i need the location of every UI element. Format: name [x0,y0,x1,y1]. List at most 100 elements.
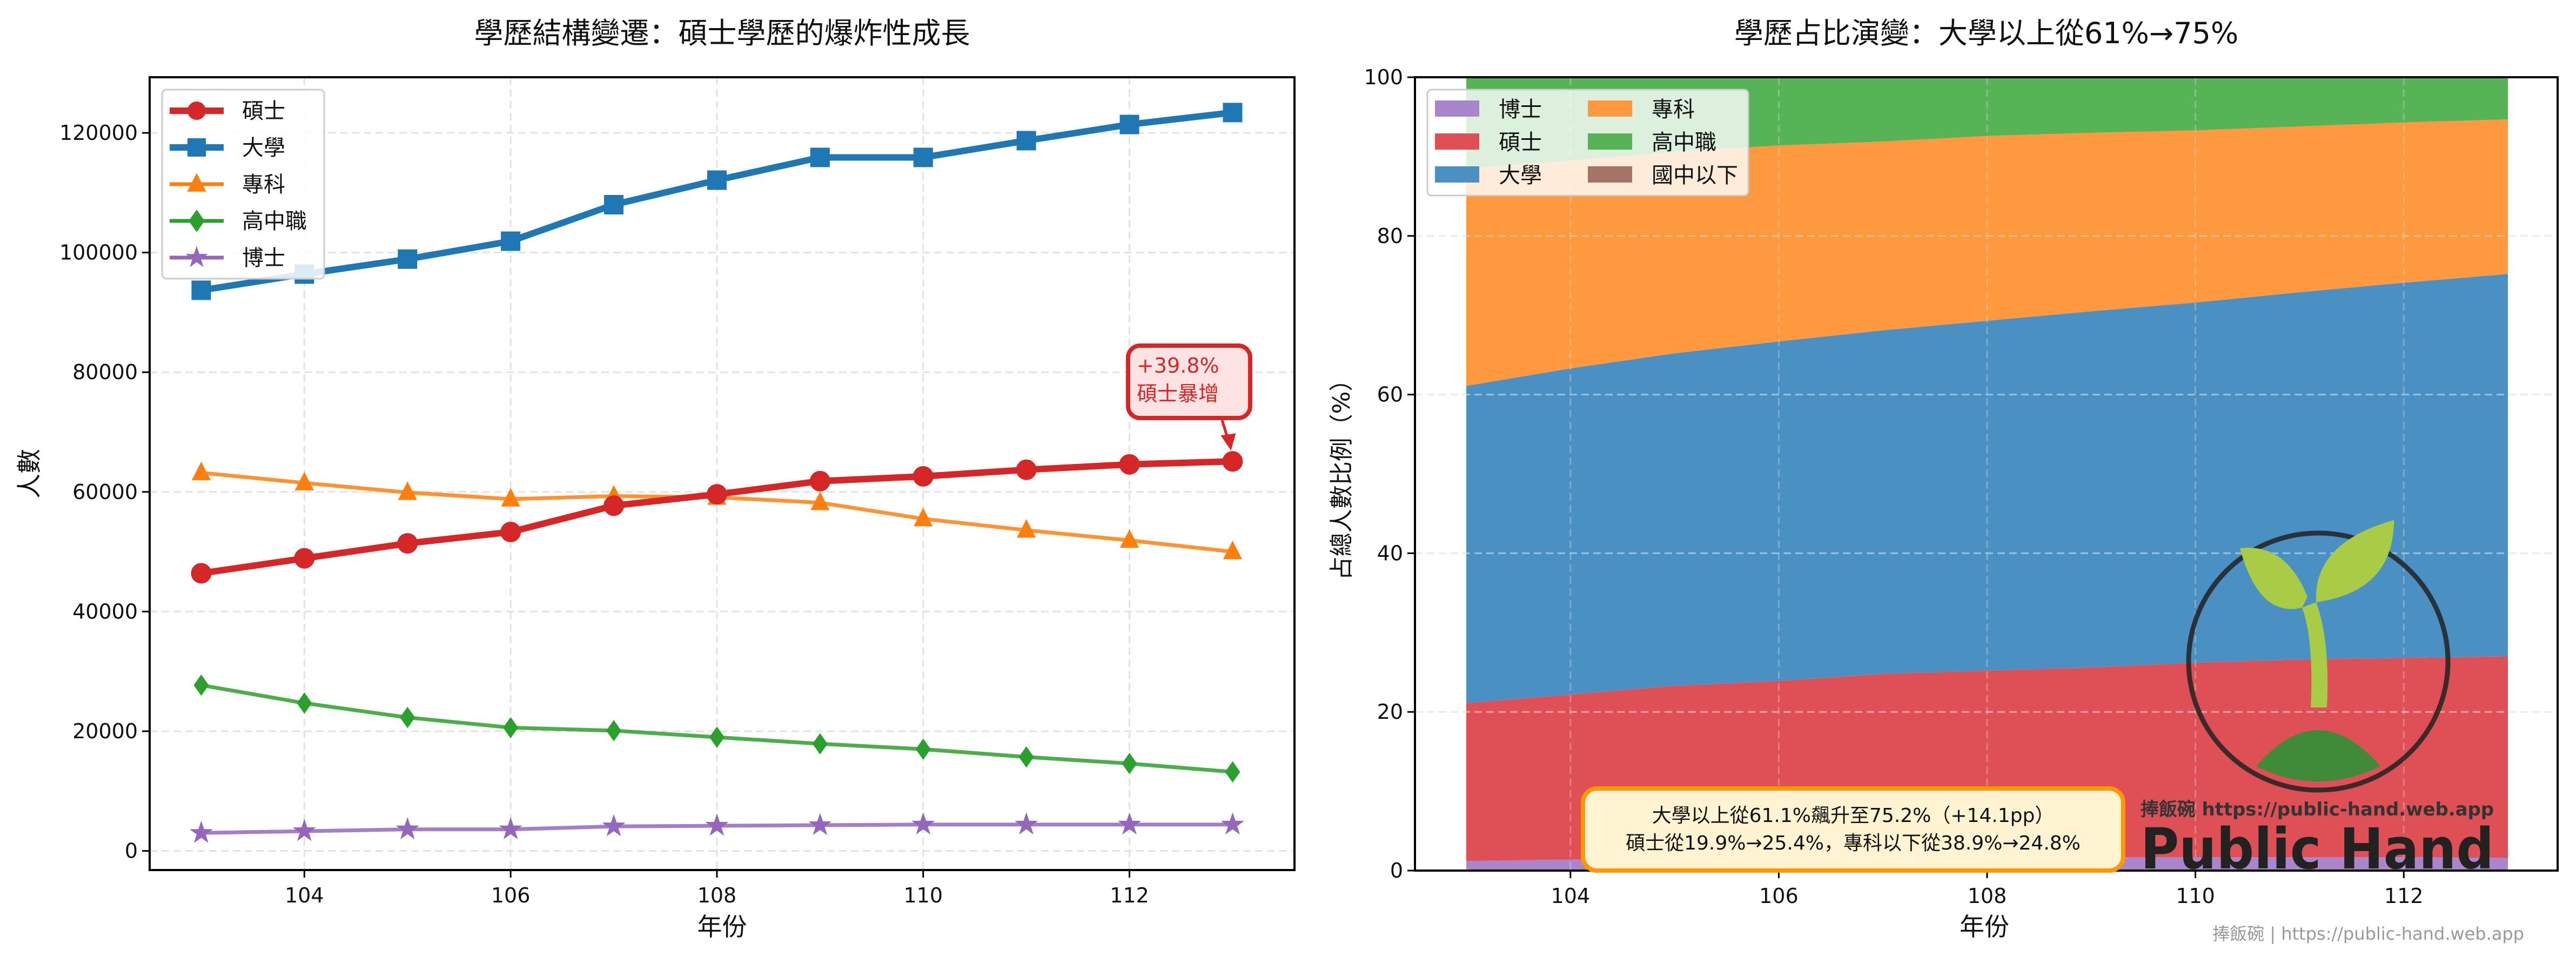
data-point-highschool [193,674,209,696]
data-point-highschool [1018,746,1034,768]
legend-item-highschool: 高中職 [170,209,307,234]
legend-item-associate: 專科 [1588,97,1695,122]
annotation-text-line2: 碩士暴增 [1137,382,1219,406]
series-highschool [193,674,1240,783]
data-point-bachelor [501,231,521,251]
legend-marker-master [187,102,206,120]
summary-line2: 碩士從19.9%→25.4%，專科以下從38.9%→24.8% [1626,832,2081,854]
legend-swatch-highschool [1588,133,1632,150]
x-tick-label: 110 [2176,884,2215,908]
series-phd [189,812,1245,843]
y-tick-label: 40 [1377,541,1403,565]
data-point-associate [914,508,933,527]
data-point-bachelor [398,249,418,269]
annotation-text-line1: +39.8% [1137,354,1219,378]
x-tick-label: 106 [1759,884,1799,908]
legend-marker-phd [185,246,208,267]
x-tick-label: 104 [1551,884,1591,908]
y-tick-label: 60 [1377,383,1403,407]
y-tick-label: 0 [125,839,138,863]
data-point-bachelor [1016,131,1036,151]
legend-item-phd: 博士 [1435,97,1542,122]
data-point-bachelor [1223,103,1243,123]
legend-item-associate: 專科 [170,172,285,197]
legend-label: 碩士 [1499,130,1542,155]
legend-item-master: 碩士 [1435,130,1542,155]
data-point-phd [395,817,419,840]
axes-frame [149,76,1296,871]
data-point-highschool [812,733,828,754]
legend-label: 高中職 [1652,130,1716,155]
right-stacked-area-chart: 學歷占比演變：大學以上從61%→75% 0 20 40 60 80 100 104 106 108… [1328,16,2559,941]
legend-marker-associate [187,173,206,192]
summary-box [1581,786,2125,873]
data-point-master [397,533,418,554]
annotation-box [1126,343,1252,420]
data-point-phd [1118,812,1142,835]
x-tick-label: 108 [697,884,737,907]
x-tick-label: 104 [285,884,324,907]
summary-line1: 大學以上從61.1%飆升至75.2%（+14.1pp） [1652,805,2055,827]
leaf-right-icon [2316,520,2394,602]
legend-item-junior: 國中以下 [1588,163,1738,188]
x-axis-label: 年份 [1960,912,2009,941]
x-tick-label: 108 [1968,884,2007,908]
leaf-left-icon [2240,548,2307,609]
data-point-associate [398,481,417,500]
y-tick-label: 0 [1390,859,1403,882]
data-point-associate [1223,540,1243,560]
legend-label: 高中職 [242,209,307,234]
data-point-highschool [915,738,931,760]
legend-label: 專科 [242,172,285,197]
legend-marker-bachelor [187,138,206,157]
data-point-phd [189,820,213,843]
data-point-highschool [709,726,725,748]
legend-item-master: 碩士 [170,99,285,124]
soil-icon [2256,730,2380,781]
data-point-master [500,522,521,543]
left-line-chart: 學歷結構變遷：碩士學歷的爆炸性成長 104 106 108 110 112 0 20000 40… [15,16,1296,941]
stem-icon [2302,602,2328,707]
y-tick-label: 60000 [72,480,138,504]
area-bachelor [1466,274,2508,704]
y-tick-label: 20000 [72,719,138,743]
annotation-arrowhead [1220,433,1236,451]
data-point-highschool [400,706,415,729]
series-master [191,451,1243,584]
legend-box [161,89,325,280]
legend-label: 碩士 [242,99,285,124]
data-point-bachelor [604,194,624,214]
y-tick-label: 100 [1364,65,1403,89]
legend-swatch-master [1435,133,1479,150]
data-point-phd [1220,812,1245,835]
legend-item-bachelor: 大學 [1435,163,1542,188]
x-axis-label: 年份 [697,912,747,941]
data-point-master [706,484,727,505]
data-point-bachelor [191,280,211,300]
data-point-associate [810,491,830,510]
data-point-highschool [1225,761,1240,783]
legend-swatch-phd [1435,100,1479,117]
data-point-master [809,470,830,491]
data-point-master [1119,454,1140,475]
data-point-highschool [1122,753,1137,774]
legend-item-bachelor: 大學 [170,136,285,160]
legend-item-highschool: 高中職 [1588,130,1716,155]
legend-swatch-bachelor [1435,166,1479,183]
legend-label: 大學 [1499,163,1542,188]
data-point-master [294,548,315,569]
logo-ring [2186,530,2451,793]
data-point-phd [292,819,316,841]
data-point-associate [191,461,211,481]
data-point-phd [705,813,729,836]
y-tick-label: 100000 [59,241,138,265]
data-point-master [913,466,934,487]
legend-swatch-junior [1588,166,1632,183]
data-point-highschool [606,720,622,742]
x-tick-label: 112 [2384,884,2424,908]
chart-title: 學歷結構變遷：碩士學歷的爆炸性成長 [474,16,970,50]
